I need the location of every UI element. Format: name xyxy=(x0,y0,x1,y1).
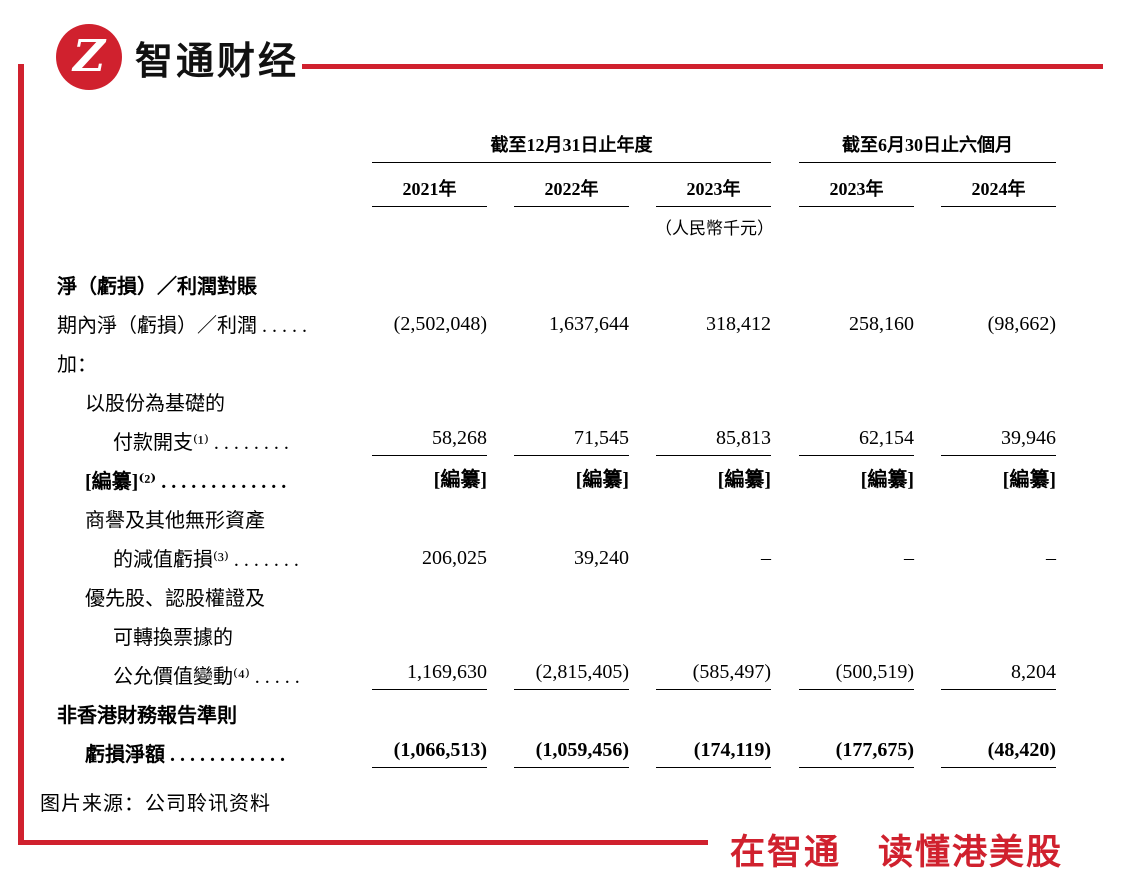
table-row: 非香港財務報告準則 xyxy=(57,694,1057,733)
table-row: [編纂]⁽²⁾ . . . . . . . . . . . . . [編纂] [… xyxy=(57,460,1057,499)
table-row: 淨（虧損）／利潤對賬 xyxy=(57,265,1057,304)
brand-logo: Z 智通财经 xyxy=(56,24,299,90)
value-cell: 1,637,644 xyxy=(549,312,629,335)
value-cell: – xyxy=(1046,546,1056,569)
table-header-years: 2021年 2022年 2023年 2023年 2024年 xyxy=(57,163,1057,207)
value-cell: (174,119) xyxy=(656,737,771,768)
row-label: 非香港財務報告準則 xyxy=(57,705,237,727)
table-spacer xyxy=(57,245,1057,265)
frame-top-line xyxy=(302,64,1103,69)
value-cell: – xyxy=(761,546,771,569)
table-row: 可轉換票據的 xyxy=(57,616,1057,655)
value-cell: [編纂] xyxy=(1002,468,1056,491)
row-label: 的減值虧損⁽³⁾ . . . . . . . xyxy=(113,549,299,571)
value-cell: (48,420) xyxy=(941,737,1056,768)
table-row: 期內淨（虧損）／利潤 . . . . . (2,502,048) 1,637,6… xyxy=(57,304,1057,343)
row-label: 付款開支⁽¹⁾ . . . . . . . . xyxy=(113,432,289,454)
value-cell: (98,662) xyxy=(987,312,1056,335)
row-label: 虧損淨額 . . . . . . . . . . . . xyxy=(85,744,285,766)
value-cell: 71,545 xyxy=(514,425,629,456)
source-note: 图片来源：公司聆讯资料 xyxy=(40,793,271,815)
table-row: 優先股、認股權證及 xyxy=(57,577,1057,616)
year-header: 2023年 xyxy=(799,175,914,207)
value-cell: 8,204 xyxy=(941,659,1056,690)
year-header: 2022年 xyxy=(514,175,629,207)
row-label: 可轉換票據的 xyxy=(113,627,233,649)
table-row: 加： xyxy=(57,343,1057,382)
frame-bottom-line xyxy=(18,840,708,845)
value-cell: 206,025 xyxy=(422,546,487,569)
value-cell: [編纂] xyxy=(575,468,629,491)
col-group-six-months-ended-jun30: 截至6月30日止六個月 xyxy=(799,131,1056,163)
table-row: 公允價值變動⁽⁴⁾ . . . . . 1,169,630 (2,815,405… xyxy=(57,655,1057,694)
value-cell: (500,519) xyxy=(799,659,914,690)
row-label: 優先股、認股權證及 xyxy=(85,588,265,610)
table-header-groups: 截至12月31日止年度 截至6月30日止六個月 xyxy=(57,125,1057,163)
financial-table: 截至12月31日止年度 截至6月30日止六個月 2021年 2022年 2023… xyxy=(57,125,1057,772)
value-cell: 1,169,630 xyxy=(372,659,487,690)
table-row: 虧損淨額 . . . . . . . . . . . . (1,066,513)… xyxy=(57,733,1057,772)
row-label: 以股份為基礎的 xyxy=(85,393,225,415)
value-cell: [編纂] xyxy=(860,468,914,491)
year-header: 2024年 xyxy=(941,175,1056,207)
value-cell: 318,412 xyxy=(706,312,771,335)
table-row: 商譽及其他無形資產 xyxy=(57,499,1057,538)
brand-name: 智通财经 xyxy=(135,40,300,83)
value-cell: (177,675) xyxy=(799,737,914,768)
table-row: 的減值虧損⁽³⁾ . . . . . . . 206,025 39,240 – … xyxy=(57,538,1057,577)
unit-note: （人民幣千元） xyxy=(655,218,774,238)
row-label: 加： xyxy=(57,354,97,376)
brand-logo-mark-icon: Z xyxy=(56,24,122,90)
table-row: 付款開支⁽¹⁾ . . . . . . . . 58,268 71,545 85… xyxy=(57,421,1057,460)
row-label: 期內淨（虧損）／利潤 . . . . . xyxy=(57,315,307,337)
year-header: 2021年 xyxy=(372,175,487,207)
value-cell: 39,946 xyxy=(941,425,1056,456)
value-cell: (1,059,456) xyxy=(514,737,629,768)
row-label: [編纂]⁽²⁾ . . . . . . . . . . . . . xyxy=(85,471,287,493)
col-group-year-ended-dec31: 截至12月31日止年度 xyxy=(372,131,771,163)
value-cell: (2,502,048) xyxy=(393,312,487,335)
value-cell: 85,813 xyxy=(656,425,771,456)
brand-slogan: 在智通 读懂港美股 xyxy=(729,833,1063,872)
row-label: 商譽及其他無形資產 xyxy=(85,510,265,532)
value-cell: 39,240 xyxy=(574,546,629,569)
row-label: 淨（虧損）／利潤對賬 xyxy=(57,276,257,298)
frame-left-line xyxy=(18,64,24,845)
year-header: 2023年 xyxy=(656,175,771,207)
table-unit-row: （人民幣千元） xyxy=(57,207,1057,245)
row-label: 公允價值變動⁽⁴⁾ . . . . . xyxy=(113,666,300,688)
value-cell: [編纂] xyxy=(433,468,487,491)
value-cell: [編纂] xyxy=(717,468,771,491)
value-cell: 58,268 xyxy=(372,425,487,456)
table-row: 以股份為基礎的 xyxy=(57,382,1057,421)
value-cell: 62,154 xyxy=(799,425,914,456)
value-cell: 258,160 xyxy=(849,312,914,335)
value-cell: – xyxy=(904,546,914,569)
value-cell: (585,497) xyxy=(656,659,771,690)
value-cell: (2,815,405) xyxy=(514,659,629,690)
value-cell: (1,066,513) xyxy=(372,737,487,768)
